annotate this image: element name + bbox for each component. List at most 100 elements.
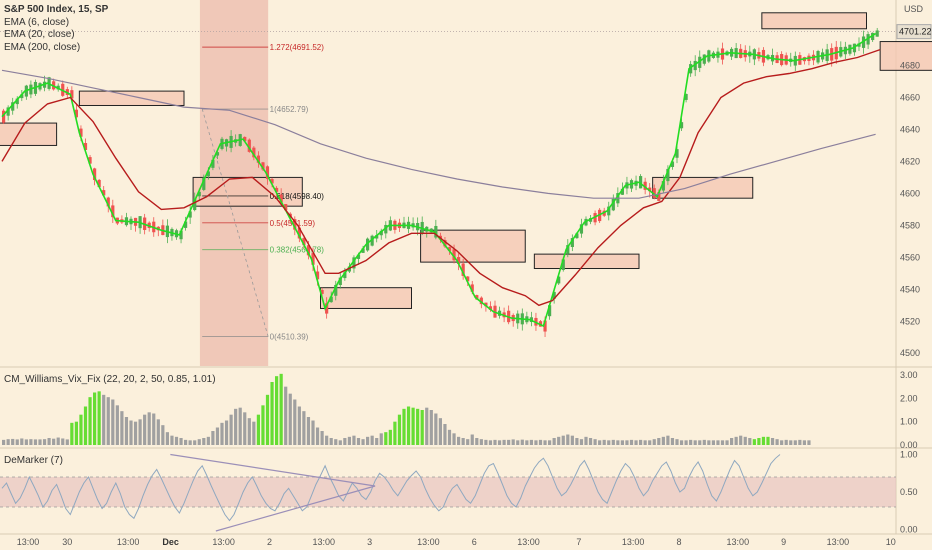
candle-body [679,122,684,129]
vix-bar [670,438,675,445]
vix-bar [770,438,775,445]
vix-bar [711,440,715,445]
candle-body [20,94,24,99]
vix-bar [52,438,56,445]
vix-bar [502,439,506,445]
vix-bar [56,437,60,445]
vix-bar [88,397,92,445]
vix-bar [588,438,593,445]
candle-body [261,162,265,170]
candle-body [97,179,101,188]
candle-body [470,284,474,292]
demarker-legend[interactable]: DeMarker (7) [4,455,63,466]
candle-body [561,259,565,270]
vix-legend[interactable]: CM_Williams_Vix_Fix (22, 20, 2, 50, 0.85… [4,374,216,385]
last-price-badge [896,24,932,40]
vix-bar [761,436,766,445]
vix-bar [438,418,442,445]
vix-bar [689,439,693,445]
vix-bar [297,406,301,445]
ema20-legend[interactable]: EMA (20, close) [4,29,75,40]
vix-bar [529,439,533,445]
vix-tick-label: 2.00 [900,393,918,403]
time-tick-label: 13:00 [17,537,40,547]
vix-bar [152,413,156,445]
fib-level-label: 1.272(4691.52) [270,43,325,52]
vix-bar [320,431,324,445]
candle-body [329,296,333,303]
candle-body [279,194,283,203]
candle-body [102,190,106,196]
candle-body [557,276,561,284]
supply-demand-zone [320,287,412,309]
vix-bar [661,436,665,445]
vix-bar [179,438,183,445]
vix-bar [161,425,165,445]
time-tick-label: 3 [367,537,372,547]
vix-bar [138,419,142,445]
demarker-tick-label: 0.50 [900,487,918,497]
vix-bar [648,440,652,445]
candle-body [311,253,315,265]
vix-bar [575,438,579,445]
ema200-legend[interactable]: EMA (200, close) [4,41,81,53]
candle-body [256,155,260,163]
main-legend: S&P 500 Index, 15, SP EMA (6, close) EMA… [4,4,108,54]
vix-bar [256,414,260,445]
vix-bar [470,434,474,445]
vix-bar [188,440,192,445]
vix-bar [11,438,15,445]
price-tick-label: 4620 [900,156,920,166]
vix-bar [156,419,160,445]
vix-bar [743,436,747,445]
vix-bar [616,440,620,445]
vix-bar [393,421,397,445]
vix-bar [734,436,738,445]
fib-level-label: 0.618(4598.40) [270,192,325,201]
supply-demand-zone [879,41,932,71]
price-tick-label: 4500 [900,348,920,358]
price-tick-label: 4560 [900,252,920,262]
vix-bar [261,405,265,445]
candle-body [457,257,461,264]
vix-bar [243,412,247,445]
candle-body [88,157,92,164]
candle-body [179,230,183,240]
price-tick-label: 4640 [900,124,920,134]
candle-body [206,171,210,177]
candle-body [620,188,624,195]
vix-bar [475,438,479,445]
vix-bar [24,439,28,445]
vix-bar [193,440,197,445]
ema6-legend[interactable]: EMA (6, close) [4,16,70,28]
time-tick-label: 2 [267,537,272,547]
vix-bar [497,440,502,445]
vix-bar [434,413,438,445]
vix-bar [666,435,670,445]
symbol-title[interactable]: S&P 500 Index, 15, SP [4,4,109,15]
vix-bar [306,417,311,445]
candle-body [338,277,342,286]
price-tick-label: 4540 [900,284,920,294]
candle-body [693,60,697,71]
price-tick-label: 4520 [900,316,920,326]
vix-bar [20,438,24,445]
vix-bar [457,436,461,445]
time-tick-label: 13:00 [517,537,540,547]
candle-body [70,90,74,99]
vix-bar [552,438,556,445]
candle-body [352,257,356,269]
vix-bar [15,439,19,445]
candle-body [366,238,370,251]
candle-body [866,34,870,45]
price-tick-label: 4600 [900,188,920,198]
vix-bar [124,417,129,445]
vix-bar [402,408,406,445]
fib-level-label: 0.382(4564.78) [270,246,325,255]
vix-bar [33,439,38,445]
candle-body [83,143,88,151]
candle-body [434,225,438,238]
candle-body [384,224,388,234]
